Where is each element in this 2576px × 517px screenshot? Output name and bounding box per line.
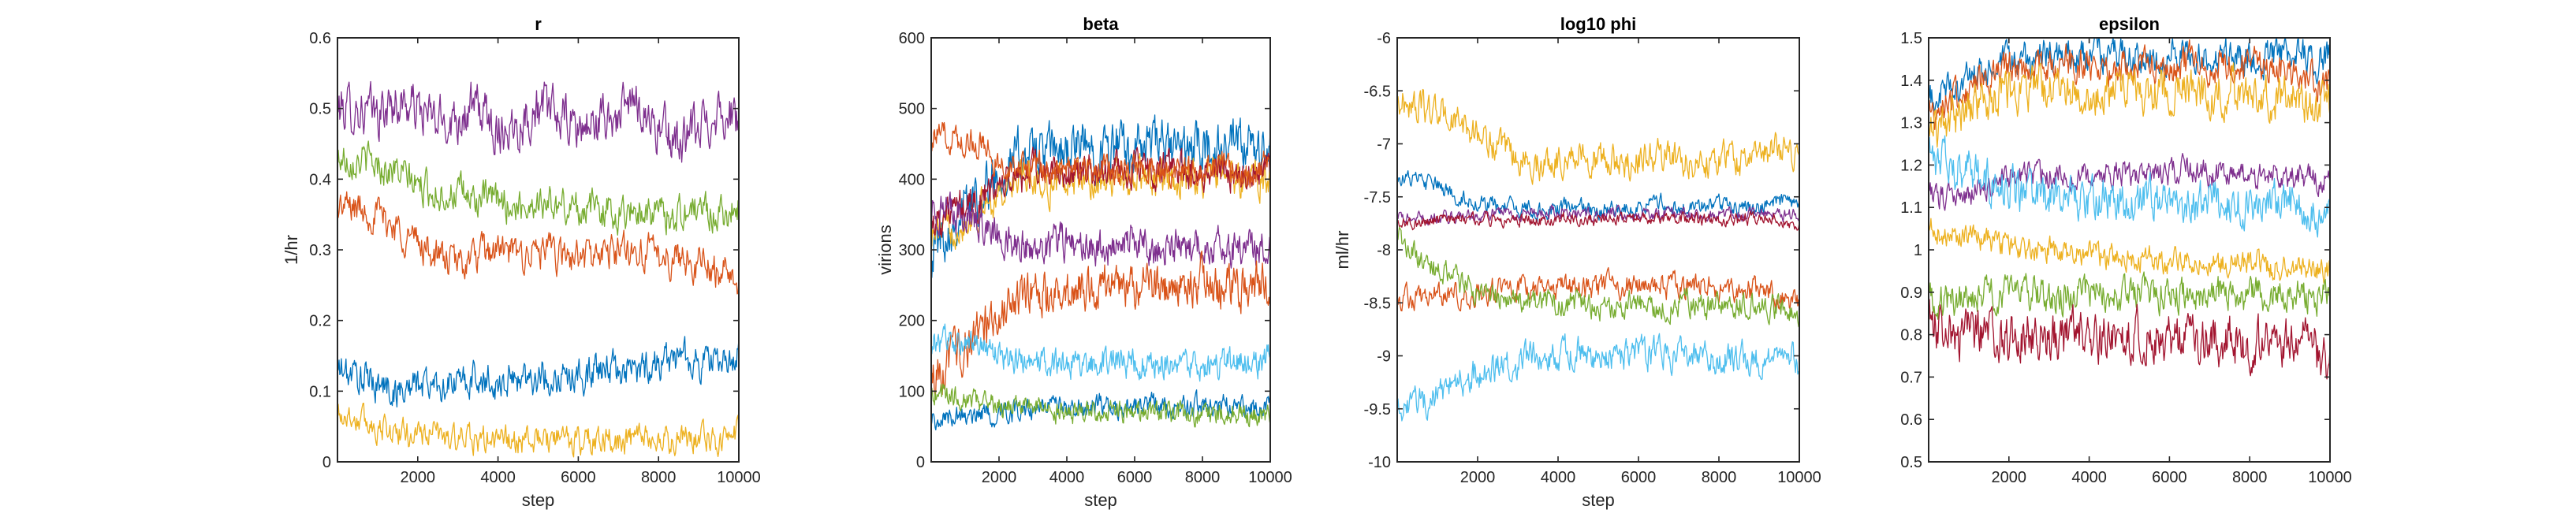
x-tick-label: 10000 bbox=[1777, 469, 1821, 486]
trace-series-5 bbox=[931, 250, 1270, 397]
y-tick-label: 1.4 bbox=[1900, 73, 1922, 90]
x-tick-label: 4000 bbox=[1049, 469, 1085, 486]
trace-series-2 bbox=[1929, 62, 2330, 148]
trace-series-3 bbox=[1397, 210, 1799, 231]
y-tick-label: 1 bbox=[1914, 242, 1922, 259]
y-tick-label: 0.6 bbox=[1900, 411, 1922, 429]
trace-series-5 bbox=[1397, 226, 1799, 329]
y-tick-label: -7.5 bbox=[1364, 189, 1391, 206]
y-tick-label: 100 bbox=[899, 383, 925, 400]
y-tick-label: 0.9 bbox=[1900, 285, 1922, 302]
x-tick-label: 4000 bbox=[480, 469, 516, 486]
traces bbox=[931, 114, 1270, 431]
y-tick-label: 1.5 bbox=[1900, 30, 1922, 47]
x-tick-label: 2000 bbox=[401, 469, 436, 486]
y-tick-label: -8.5 bbox=[1364, 295, 1391, 312]
traces bbox=[337, 80, 739, 458]
trace-series-3 bbox=[337, 336, 739, 408]
x-tick-label: 6000 bbox=[561, 469, 596, 486]
y-axis-label: 1/hr bbox=[281, 235, 301, 265]
x-axis-label: step bbox=[1582, 490, 1615, 510]
y-tick-label: 1.1 bbox=[1900, 199, 1922, 217]
trace-series-4 bbox=[337, 402, 739, 458]
x-tick-label: 10000 bbox=[717, 469, 761, 486]
y-tick-label: 0.5 bbox=[1900, 454, 1922, 471]
x-axis-label: step bbox=[1084, 490, 1117, 510]
plot-area bbox=[1928, 37, 2331, 463]
y-tick-label: 0.1 bbox=[309, 383, 331, 400]
trace-series-0 bbox=[337, 80, 739, 163]
trace-series-5 bbox=[1929, 218, 2330, 284]
y-tick-label: -7 bbox=[1377, 136, 1391, 154]
y-tick-label: 0.6 bbox=[309, 30, 331, 47]
trace-series-7 bbox=[1929, 299, 2330, 380]
x-tick-label: 2000 bbox=[982, 469, 1017, 486]
y-tick-label: -6.5 bbox=[1364, 83, 1391, 100]
x-tick-label: 2000 bbox=[1460, 469, 1496, 486]
trace-series-6 bbox=[1929, 271, 2330, 320]
x-tick-label: 6000 bbox=[2152, 469, 2187, 486]
chart-panel-2: 2000 4000 6000 8000 10000 -10 -9.5 -9 -8.5 -8 -7.5… bbox=[1333, 14, 1821, 510]
y-axis-label: virions bbox=[875, 225, 895, 275]
trace-series-6 bbox=[931, 323, 1270, 382]
chart-panel-3: 2000 4000 6000 8000 10000 0.5 0.6 0.7 0.8 0.9 1 1.1… bbox=[1900, 14, 2352, 486]
y-axis-label: ml/hr bbox=[1333, 231, 1352, 270]
y-tick-label: 0.5 bbox=[309, 101, 331, 118]
trace-series-8 bbox=[931, 383, 1270, 428]
x-tick-label: 8000 bbox=[2232, 469, 2268, 486]
x-tick-label: 10000 bbox=[1248, 469, 1292, 486]
x-tick-label: 8000 bbox=[1185, 469, 1221, 486]
y-tick-label: -6 bbox=[1377, 30, 1391, 47]
chart-title: epsilon bbox=[2099, 14, 2160, 34]
y-tick-label: -9 bbox=[1377, 348, 1391, 366]
y-tick-label: 200 bbox=[899, 313, 925, 330]
y-tick-label: 1.3 bbox=[1900, 115, 1922, 132]
x-tick-label: 4000 bbox=[2071, 469, 2107, 486]
y-tick-label: 0 bbox=[916, 454, 925, 471]
y-tick-label: 600 bbox=[899, 30, 925, 47]
traces bbox=[1397, 88, 1799, 422]
chart-panel-1: 2000 4000 6000 8000 10000 0 100 200 300 400 500 600… bbox=[875, 14, 1292, 510]
x-tick-label: 4000 bbox=[1541, 469, 1576, 486]
y-tick-label: -8 bbox=[1377, 242, 1391, 259]
trace-series-6 bbox=[1397, 333, 1799, 422]
y-tick-label: 0.2 bbox=[309, 313, 331, 330]
trace-series-4 bbox=[1929, 135, 2330, 238]
x-tick-label: 10000 bbox=[2308, 469, 2352, 486]
trace-series-1 bbox=[337, 140, 739, 236]
y-tick-label: 400 bbox=[899, 171, 925, 188]
y-tick-label: -10 bbox=[1368, 454, 1391, 471]
x-tick-label: 2000 bbox=[1992, 469, 2027, 486]
chart-title: r bbox=[535, 14, 542, 34]
traces bbox=[1929, 38, 2330, 380]
chart-title: log10 phi bbox=[1560, 14, 1637, 34]
chart-title: beta bbox=[1083, 14, 1119, 34]
y-tick-label: 0.4 bbox=[309, 171, 331, 188]
y-tick-label: 1.2 bbox=[1900, 157, 1922, 174]
y-tick-label: 0 bbox=[322, 454, 331, 471]
trace-series-2 bbox=[337, 191, 739, 295]
y-tick-label: 500 bbox=[899, 101, 925, 118]
x-tick-label: 6000 bbox=[1621, 469, 1657, 486]
trace-series-3 bbox=[931, 121, 1270, 189]
trace-series-1 bbox=[1397, 169, 1799, 223]
chart-panel-0: 2000 4000 6000 8000 10000 0 0.1 0.2 0.3 0.4 0.5 0.6… bbox=[281, 14, 761, 510]
trace-series-0 bbox=[1397, 88, 1799, 185]
x-tick-label: 8000 bbox=[1702, 469, 1737, 486]
y-tick-label: 300 bbox=[899, 242, 925, 259]
y-tick-label: 0.8 bbox=[1900, 327, 1922, 344]
plot-area bbox=[1396, 37, 1800, 463]
trace-series-4 bbox=[931, 192, 1270, 269]
x-tick-label: 8000 bbox=[641, 469, 677, 486]
x-tick-label: 6000 bbox=[1117, 469, 1153, 486]
y-tick-label: -9.5 bbox=[1364, 401, 1391, 418]
x-axis-label: step bbox=[522, 490, 555, 510]
y-tick-label: 0.7 bbox=[1900, 369, 1922, 386]
y-tick-label: 0.3 bbox=[309, 242, 331, 259]
